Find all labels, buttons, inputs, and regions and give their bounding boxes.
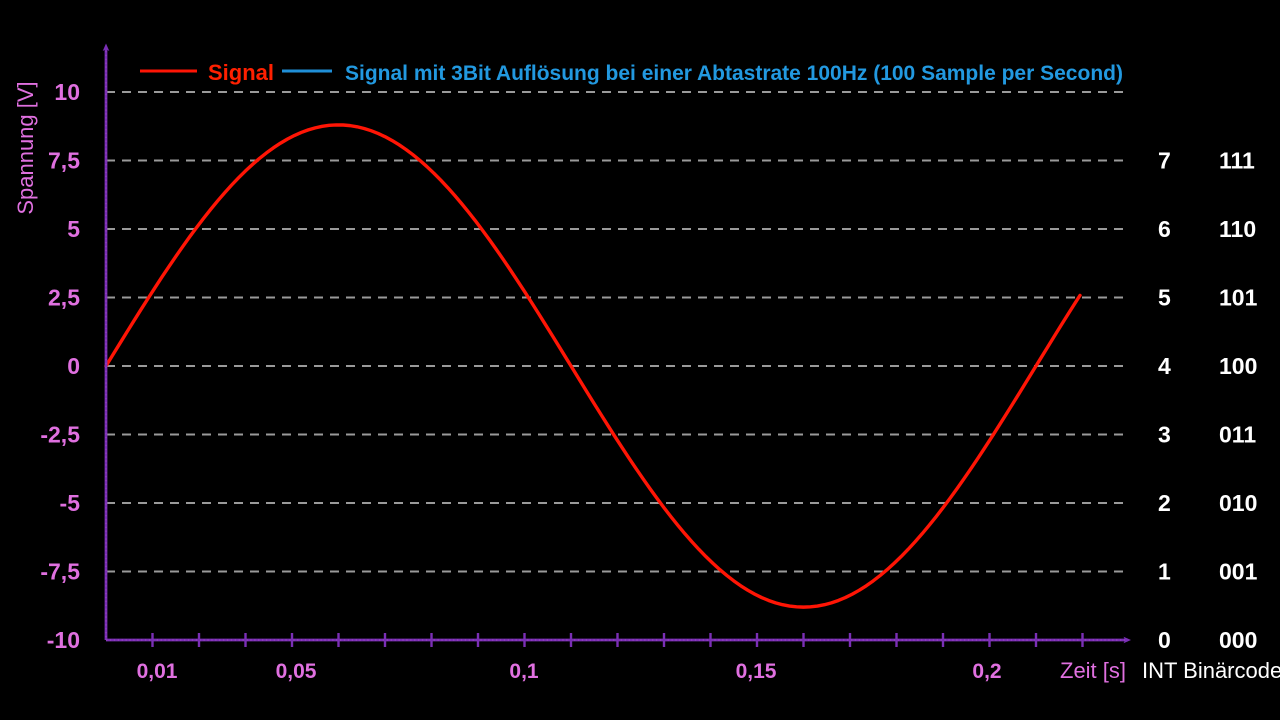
- svg-text:5: 5: [67, 216, 80, 242]
- svg-text:-7,5: -7,5: [40, 559, 80, 585]
- svg-text:0,05: 0,05: [276, 660, 317, 683]
- svg-text:7,5: 7,5: [48, 148, 80, 174]
- svg-text:-5: -5: [60, 490, 81, 516]
- svg-text:Zeit [s]: Zeit [s]: [1060, 658, 1126, 683]
- svg-text:1: 1: [1158, 559, 1171, 585]
- svg-text:Spannung [V]: Spannung [V]: [13, 81, 38, 214]
- svg-text:4: 4: [1158, 353, 1171, 379]
- svg-text:Signal: Signal: [208, 60, 274, 85]
- svg-text:101: 101: [1219, 285, 1258, 311]
- svg-text:001: 001: [1219, 559, 1258, 585]
- svg-text:000: 000: [1219, 627, 1257, 653]
- svg-text:0: 0: [1158, 627, 1171, 653]
- svg-text:2: 2: [1158, 490, 1171, 516]
- svg-text:100: 100: [1219, 353, 1257, 379]
- svg-text:6: 6: [1158, 216, 1171, 242]
- svg-text:0,2: 0,2: [972, 660, 1001, 683]
- svg-text:Signal mit 3Bit Auflösung bei: Signal mit 3Bit Auflösung bei einer Abta…: [345, 62, 1123, 85]
- svg-text:0,1: 0,1: [509, 660, 539, 683]
- svg-text:0,01: 0,01: [137, 660, 178, 683]
- svg-text:3: 3: [1158, 422, 1171, 448]
- svg-text:2,5: 2,5: [48, 285, 80, 311]
- svg-text:0,15: 0,15: [736, 660, 777, 683]
- svg-text:INT Binärcode: INT Binärcode: [1142, 658, 1280, 683]
- svg-text:011: 011: [1219, 422, 1256, 448]
- svg-text:10: 10: [54, 79, 80, 105]
- svg-text:-2,5: -2,5: [40, 422, 80, 448]
- svg-text:5: 5: [1158, 285, 1171, 311]
- svg-text:0: 0: [67, 353, 80, 379]
- svg-text:7: 7: [1158, 148, 1171, 174]
- svg-text:-10: -10: [47, 627, 80, 653]
- svg-text:110: 110: [1219, 216, 1256, 242]
- svg-text:111: 111: [1219, 148, 1255, 174]
- svg-text:010: 010: [1219, 490, 1257, 516]
